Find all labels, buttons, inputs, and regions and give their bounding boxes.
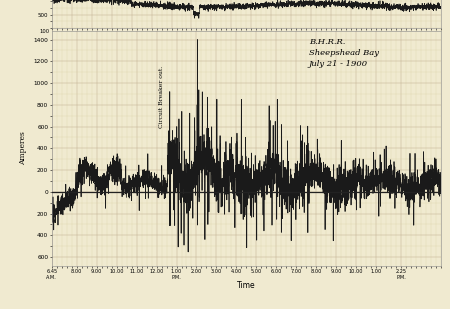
Text: Circuit Breaker out.: Circuit Breaker out. xyxy=(159,66,164,128)
Text: B.H.R.R.
Sheepshead Bay
July 21 - 1900: B.H.R.R. Sheepshead Bay July 21 - 1900 xyxy=(309,38,378,68)
Text: 100: 100 xyxy=(40,29,50,34)
Text: Amperes: Amperes xyxy=(18,131,27,165)
X-axis label: Time: Time xyxy=(237,281,256,290)
